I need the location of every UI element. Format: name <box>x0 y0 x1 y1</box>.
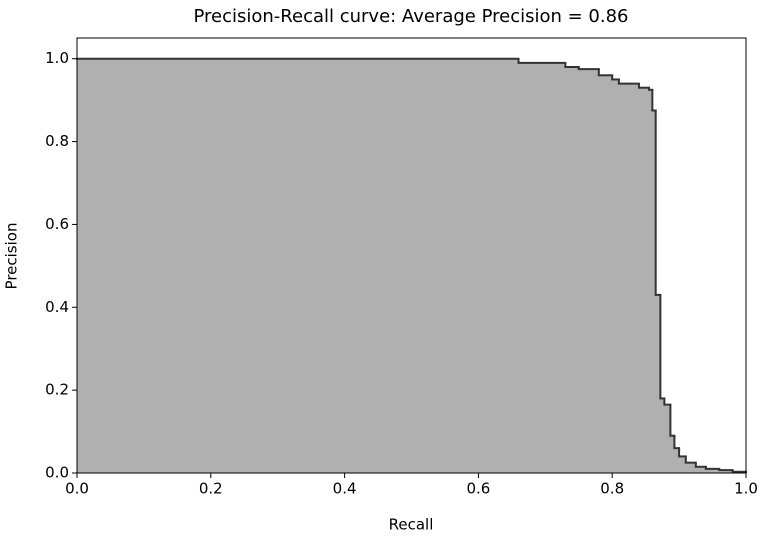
y-tick-label: 1.0 <box>45 49 69 67</box>
area-step <box>638 87 649 473</box>
y-tick-label: 0.4 <box>45 298 69 316</box>
area-step <box>518 62 566 473</box>
x-axis-label: Recall <box>389 516 434 534</box>
area-step <box>565 67 579 473</box>
area-step <box>664 404 671 473</box>
area-step <box>679 456 686 473</box>
area-step <box>685 462 696 473</box>
area-step <box>719 470 733 473</box>
area-step <box>670 435 675 473</box>
y-tick-label: 0.8 <box>45 132 69 150</box>
area-step <box>655 294 661 473</box>
chart-title: Precision-Recall curve: Average Precisio… <box>193 6 628 27</box>
area-step <box>705 468 720 473</box>
area-step <box>77 58 519 473</box>
x-tick-label: 0.2 <box>199 480 223 498</box>
area-step <box>618 83 639 474</box>
area-step <box>578 69 599 474</box>
x-tick-label: 0.0 <box>65 480 89 498</box>
y-tick-label: 0.0 <box>45 464 69 482</box>
x-tick-label: 0.6 <box>466 480 490 498</box>
y-tick-label: 0.6 <box>45 215 69 233</box>
area-step <box>674 448 680 473</box>
plot-frame <box>76 37 747 474</box>
x-tick-label: 1.0 <box>734 480 758 498</box>
y-axis-label: Precision <box>3 223 21 290</box>
area-step <box>612 79 619 473</box>
x-tick-label: 0.8 <box>600 480 624 498</box>
x-tick-label: 0.4 <box>333 480 357 498</box>
area-step <box>652 110 656 473</box>
area-step <box>598 75 613 474</box>
area-step <box>648 89 653 474</box>
y-tick-label: 0.2 <box>45 381 69 399</box>
area-step <box>660 398 665 473</box>
area-step <box>695 466 706 473</box>
